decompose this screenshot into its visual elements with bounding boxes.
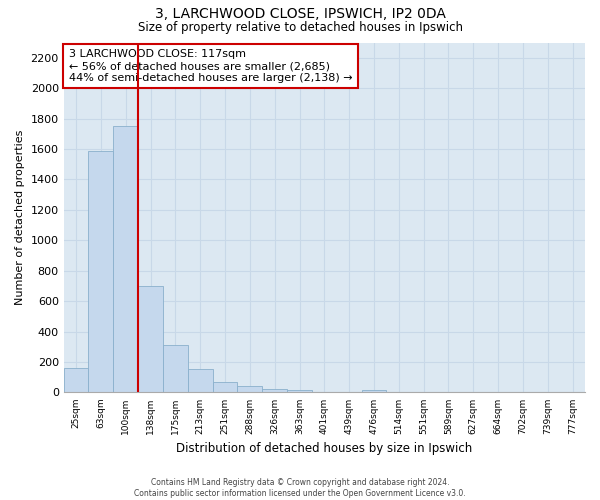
Bar bbox=[163, 346, 188, 393]
Bar bbox=[212, 382, 238, 392]
Text: 3, LARCHWOOD CLOSE, IPSWICH, IP2 0DA: 3, LARCHWOOD CLOSE, IPSWICH, IP2 0DA bbox=[155, 8, 445, 22]
Bar bbox=[113, 126, 138, 392]
Bar bbox=[287, 390, 312, 392]
Bar bbox=[138, 286, 163, 393]
Bar bbox=[88, 150, 113, 392]
Bar bbox=[262, 388, 287, 392]
X-axis label: Distribution of detached houses by size in Ipswich: Distribution of detached houses by size … bbox=[176, 442, 472, 455]
Bar bbox=[238, 386, 262, 392]
Y-axis label: Number of detached properties: Number of detached properties bbox=[15, 130, 25, 305]
Bar bbox=[188, 369, 212, 392]
Text: Contains HM Land Registry data © Crown copyright and database right 2024.
Contai: Contains HM Land Registry data © Crown c… bbox=[134, 478, 466, 498]
Text: 3 LARCHWOOD CLOSE: 117sqm
← 56% of detached houses are smaller (2,685)
44% of se: 3 LARCHWOOD CLOSE: 117sqm ← 56% of detac… bbox=[69, 50, 353, 82]
Text: Size of property relative to detached houses in Ipswich: Size of property relative to detached ho… bbox=[137, 21, 463, 34]
Bar bbox=[64, 368, 88, 392]
Bar bbox=[362, 390, 386, 392]
